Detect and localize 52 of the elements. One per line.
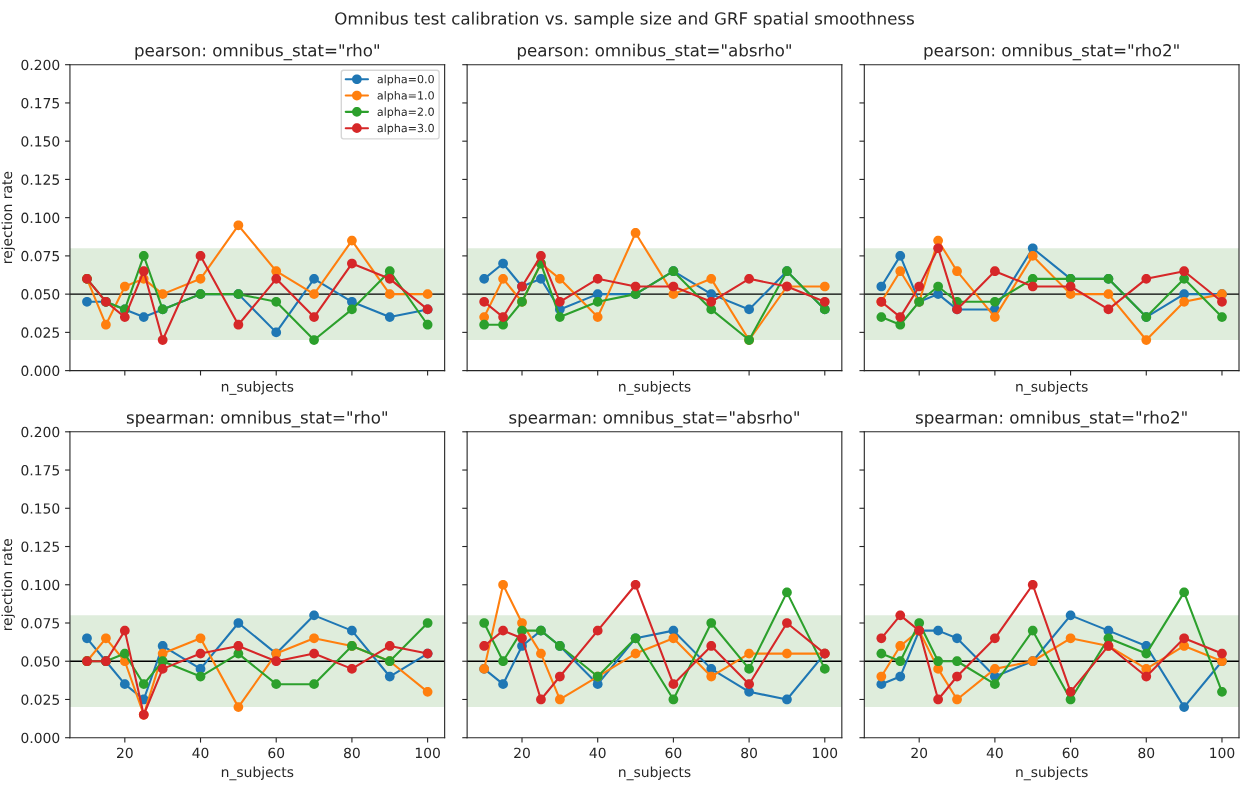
y-tick-label: 0.125: [21, 541, 60, 552]
x-tick-label: 20: [911, 747, 928, 759]
x-tick-label: 100: [1210, 747, 1235, 759]
x-axis-title: n_subjects: [221, 381, 294, 395]
chart-title: pearson: omnibus_stat="rho2": [924, 43, 1179, 61]
y-axis-title: rejection rate: [1, 538, 15, 631]
y-tick-label: 0.150: [21, 503, 60, 514]
y-tick-label: 0.100: [21, 212, 60, 224]
y-tick-label: 0.125: [21, 174, 60, 185]
legend-label: alpha=2.0: [377, 107, 434, 119]
y-tick-label: 0.200: [21, 59, 60, 71]
legend-label: alpha=1.0: [377, 91, 434, 102]
text: Omnibus test calibration vs. sample size and GRF spatial smoothness: [335, 11, 914, 28]
x-tick-label: 60: [268, 747, 285, 759]
y-tick-label: 0.000: [21, 365, 60, 377]
x-tick-label: 100: [415, 747, 440, 759]
x-axis-title: n_subjects: [619, 381, 691, 395]
y-tick-label: 0.200: [21, 426, 60, 438]
y-tick-label: 0.175: [21, 97, 60, 109]
x-tick-label: 80: [741, 747, 758, 759]
legend-label: alpha=0.0: [377, 74, 434, 86]
chart-title: spearman: omnibus_stat="rho2": [915, 410, 1187, 428]
y-tick-label: 0.000: [21, 732, 60, 744]
y-tick-label: 0.100: [21, 579, 60, 591]
y-tick-label: 0.075: [21, 250, 60, 262]
x-tick-label: 40: [986, 747, 1003, 759]
x-tick-label: 80: [1138, 747, 1155, 759]
y-tick-label: 0.025: [21, 327, 60, 338]
chart-title: pearson: omnibus_stat="absrho": [517, 43, 791, 61]
x-axis-title: n_subjects: [1016, 381, 1088, 395]
x-tick-label: 60: [1062, 747, 1079, 759]
legend-label: alpha=3.0: [377, 123, 434, 135]
y-tick-label: 0.025: [21, 694, 60, 705]
y-tick-label: 0.050: [21, 289, 60, 300]
x-axis-title: n_subjects: [1016, 766, 1088, 781]
x-tick-label: 100: [813, 747, 838, 759]
y-tick-label: 0.175: [21, 465, 60, 476]
x-axis-title: n_subjects: [221, 766, 294, 781]
x-tick-label: 40: [192, 747, 209, 759]
x-tick-label: 60: [665, 747, 682, 759]
x-tick-label: 20: [514, 747, 530, 759]
chart-title: spearman: omnibus_stat="absrho": [509, 410, 799, 428]
y-axis-title: rejection rate: [1, 171, 15, 263]
y-tick-label: 0.150: [21, 136, 60, 147]
y-tick-label: 0.075: [21, 617, 60, 629]
x-axis-title: n_subjects: [619, 766, 691, 781]
x-tick-label: 80: [344, 747, 360, 759]
chart-title: spearman: omnibus_stat="rho": [126, 410, 387, 428]
x-tick-label: 40: [589, 747, 606, 759]
chart-title: pearson: omnibus_stat="rho": [135, 43, 379, 61]
x-tick-label: 20: [117, 747, 133, 759]
y-tick-label: 0.050: [21, 656, 60, 667]
